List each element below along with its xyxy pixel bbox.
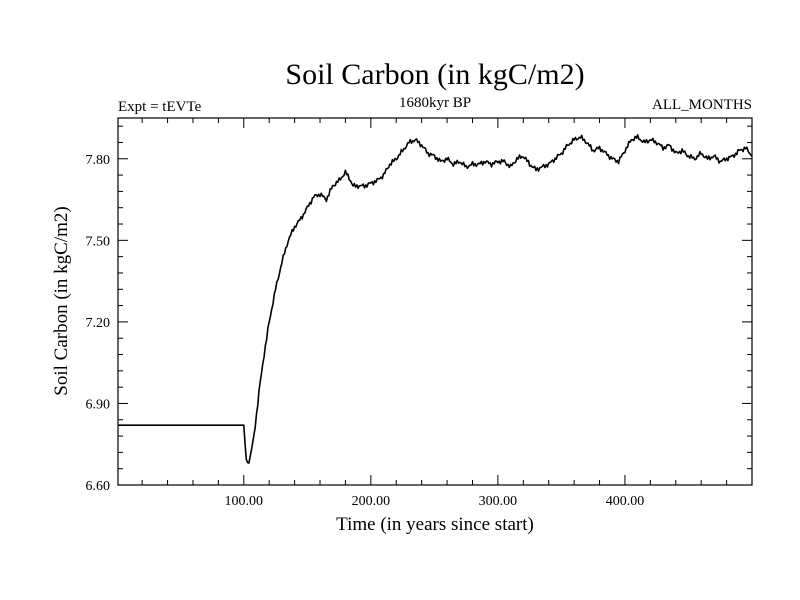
x-tick-label: 200.00 (352, 494, 391, 509)
y-tick-labels: 6.60 6.90 7.20 7.50 7.80 (86, 153, 111, 494)
y-axis-label: Soil Carbon (in kgC/m2) (51, 206, 72, 395)
soil-carbon-series-line (118, 133, 753, 464)
x-tick-labels: 100.00 200.00 300.00 400.00 (225, 494, 645, 509)
y-tick-label: 7.50 (86, 234, 111, 249)
x-tick-label: 300.00 (479, 494, 518, 509)
y-tick-label: 7.80 (86, 153, 111, 168)
y-tick-label: 6.60 (86, 479, 111, 494)
plot-frame (117, 117, 753, 486)
period-label: 1680kyr BP (399, 95, 471, 111)
months-label: ALL_MONTHS (652, 97, 752, 113)
y-tick-label: 6.90 (86, 397, 111, 412)
y-tick-label: 7.20 (86, 316, 111, 331)
axis-ticks (118, 118, 752, 486)
x-tick-label: 100.00 (225, 494, 264, 509)
chart-title: Soil Carbon (in kgC/m2) (285, 58, 584, 91)
experiment-label: Expt = tEVTe (118, 99, 202, 115)
x-tick-label: 400.00 (606, 494, 645, 509)
x-axis-label: Time (in years since start) (336, 514, 534, 535)
